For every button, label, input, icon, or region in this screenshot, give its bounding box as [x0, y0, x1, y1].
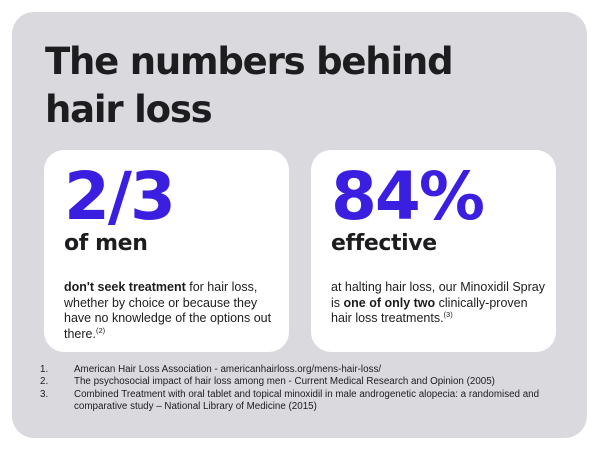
reference-number: 2. [40, 376, 49, 388]
reference-item: 1. American Hair Loss Association - amer… [40, 364, 570, 376]
page-title: The numbers behind hair loss [45, 38, 565, 134]
stat-description-bold: don't seek treatment [64, 280, 186, 294]
reference-text: The psychosocial impact of hair loss amo… [74, 376, 495, 388]
stat-description-text-end: clinically-proven hair loss treatments. [331, 295, 528, 326]
stat-card-effective: 84% effective at halting hair loss, our … [311, 150, 556, 352]
footnote-marker: (3) [443, 310, 453, 319]
title-line-2: hair loss [45, 88, 213, 131]
footnote-marker: (2) [95, 325, 106, 335]
reference-item: 3. Combined Treatment with oral tablet a… [40, 389, 570, 414]
stat-description: don't seek treatment for hair loss, whet… [64, 280, 284, 342]
reference-text: American Hair Loss Association - america… [74, 364, 382, 375]
stat-value: 84% [331, 158, 485, 235]
stat-subtitle: of men [64, 231, 148, 256]
title-line-1: The numbers behind [45, 40, 454, 83]
stat-value: 2/3 [64, 158, 176, 235]
reference-number: 1. [40, 364, 49, 375]
stat-description-text: for hair loss, whether by choice or beca… [64, 280, 272, 341]
references-list: 1. American Hair Loss Association - amer… [40, 364, 570, 413]
reference-item: 2. The psychosocial impact of hair loss … [40, 376, 570, 388]
stat-description: at halting hair loss, our Minoxidil Spra… [331, 280, 551, 327]
stat-subtitle: effective [331, 231, 437, 256]
reference-text: Combined Treatment with oral tablet and … [74, 388, 540, 412]
stat-description-text: at halting hair loss, our Minoxidil Spra… [331, 280, 545, 310]
reference-number: 3. [40, 388, 49, 400]
stat-description-bold: one of only two [343, 295, 436, 310]
stat-card-men: 2/3 of men don't seek treatment for hair… [44, 150, 289, 352]
